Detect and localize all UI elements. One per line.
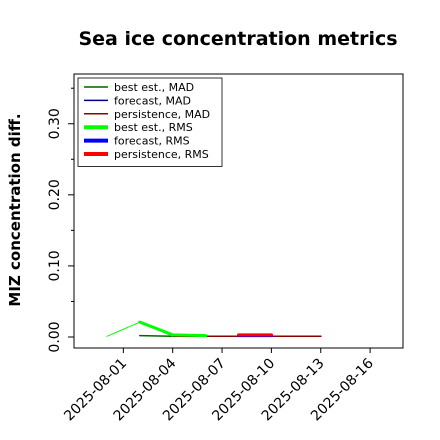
y-axis-label: MIZ concentration diff. [6,113,24,306]
legend-entry-label: best est., MAD [114,81,194,94]
legend-entry-label: forecast, RMS [114,135,190,148]
legend-entry-label: persistence, RMS [114,148,209,161]
y-tick-label: 0.00 [47,321,63,352]
series-line-7 [106,321,174,337]
y-tick-label: 0.10 [47,250,63,281]
legend-entry-label: forecast, MAD [114,94,191,107]
y-tick-label: 0.20 [47,179,63,210]
series-line-1 [139,334,174,338]
plot-frame [73,73,404,349]
legend-entry-label: best est., RMS [114,121,193,134]
y-tick-label: 0.30 [47,108,63,139]
chart-title: Sea ice concentration metrics [78,28,397,50]
legend-box [77,77,223,167]
series-line-4 [138,320,208,338]
legend-entry-label: persistence, MAD [114,108,210,121]
